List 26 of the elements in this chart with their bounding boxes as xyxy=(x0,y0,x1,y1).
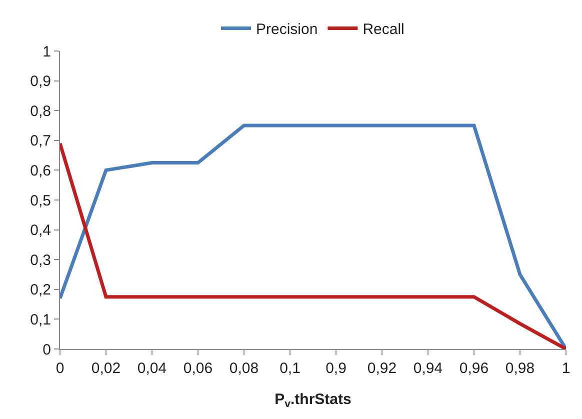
y-tick-label: 1 xyxy=(42,43,51,60)
x-tick-label: 0,02 xyxy=(91,360,121,377)
y-tick-label: 0,5 xyxy=(30,192,51,210)
x-tick-label: 0,04 xyxy=(137,360,167,377)
y-tick-label: 0,1 xyxy=(30,311,51,328)
y-tick-label: 0,3 xyxy=(30,252,51,269)
y-tick-label: 0,9 xyxy=(30,73,51,90)
y-tick-label: 0 xyxy=(42,341,51,358)
x-axis-title: P$_{v}$.thrStats xyxy=(274,391,352,410)
x-tick-label: 0,1 xyxy=(280,360,300,377)
x-tick-label: 0,06 xyxy=(183,360,213,377)
x-tick-label: 0,96 xyxy=(459,360,489,377)
x-tick-label: 0,9 xyxy=(326,360,346,377)
y-tick-label: 0,6 xyxy=(30,162,51,180)
x-tick-label: 0,94 xyxy=(413,360,443,377)
y-tick-label: 0,7 xyxy=(30,132,51,150)
x-tick-label: 0,08 xyxy=(229,360,259,377)
y-tick-label: 0,8 xyxy=(30,102,51,120)
x-tick-label: 1 xyxy=(562,360,570,377)
x-tick-label: 0,98 xyxy=(505,360,535,377)
y-tick-label: 0,2 xyxy=(30,282,51,299)
legend-label: Recall xyxy=(362,21,404,38)
y-tick-label: 0,4 xyxy=(30,222,51,240)
x-tick-label: 0 xyxy=(56,360,64,377)
x-tick-label: 0,92 xyxy=(367,360,397,377)
legend-label: Precision xyxy=(256,21,318,38)
